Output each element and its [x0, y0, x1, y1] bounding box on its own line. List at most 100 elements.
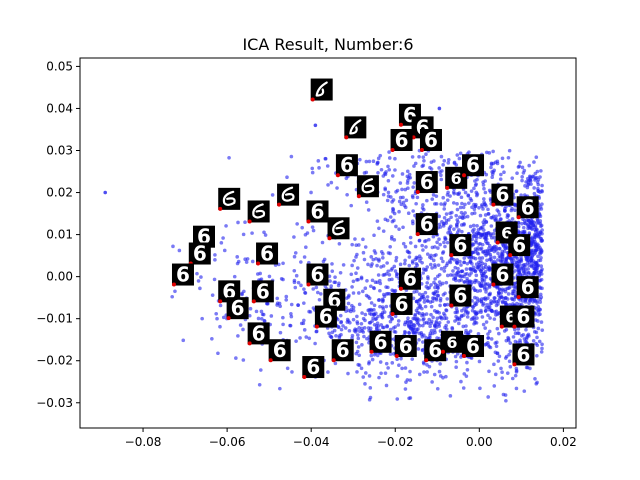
scatter-point	[292, 278, 297, 283]
scatter-point	[492, 235, 497, 240]
scatter-point	[457, 316, 462, 320]
scatter-point	[405, 249, 410, 254]
scatter-point	[398, 181, 403, 185]
scatter-point	[429, 304, 434, 309]
x-tick-label: −0.04	[293, 435, 330, 449]
scatter-point	[361, 250, 366, 255]
scatter-point	[401, 241, 406, 246]
scatter-point	[460, 274, 464, 279]
scatter-point	[436, 263, 441, 267]
scatter-point	[503, 208, 507, 213]
thumbnail-digit: 6	[453, 233, 467, 257]
scatter-point	[393, 269, 398, 273]
scatter-point	[533, 267, 538, 272]
scatter-point	[490, 247, 494, 252]
scatter-point	[540, 346, 544, 351]
thumbnail-stroke	[281, 186, 295, 202]
scatter-point	[455, 309, 460, 313]
scatter-point	[270, 193, 275, 197]
scatter-point	[442, 265, 447, 270]
scatter-point	[362, 326, 367, 330]
thumbnail-background	[193, 225, 215, 248]
scatter-point	[504, 398, 508, 403]
scatter-point	[309, 190, 313, 195]
scatter-point	[364, 159, 369, 164]
thumbnail-anchor	[512, 362, 517, 367]
scatter-point	[292, 254, 297, 259]
scatter-point	[439, 177, 444, 182]
scatter-point	[278, 330, 283, 335]
scatter-point	[518, 338, 522, 343]
scatter-point	[417, 338, 421, 342]
scatter-point	[451, 273, 455, 277]
thumbnail-anchor	[445, 185, 450, 190]
scatter-point	[520, 221, 524, 226]
scatter-point	[540, 249, 544, 253]
scatter-point	[443, 237, 447, 241]
digit-thumbnail: 6	[445, 166, 468, 190]
scatter-point	[275, 296, 280, 301]
scatter-point	[529, 298, 533, 302]
scatter-point	[425, 363, 429, 367]
scatter-point	[465, 367, 470, 372]
scatter-point	[363, 286, 368, 291]
y-axis: −0.03 −0.02 −0.01 0.00 0.01 0.02 0.03 0.04 0.05	[36, 59, 80, 410]
scatter-point	[369, 301, 374, 305]
scatter-point	[501, 244, 506, 248]
thumbnail-background	[449, 234, 472, 257]
scatter-point	[341, 324, 345, 328]
scatter-point	[450, 326, 454, 330]
thumbnail-digit: 6	[516, 305, 530, 329]
scatter-point	[480, 267, 484, 272]
scatter-point	[278, 386, 282, 391]
scatter-point	[378, 288, 382, 293]
thumbnail-background	[171, 263, 194, 286]
scatter-point	[388, 251, 392, 256]
digit-thumbnail: 6	[171, 263, 194, 287]
thumbnail-digit: 6	[252, 321, 266, 345]
digit-thumbnail: 6	[398, 267, 421, 291]
scatter-point	[171, 244, 175, 249]
scatter-point	[387, 272, 392, 277]
scatter-point	[480, 242, 485, 247]
scatter-point	[390, 288, 395, 292]
y-tick-label: −0.03	[36, 396, 73, 410]
scatter-point	[520, 175, 524, 179]
scatter-point	[522, 193, 527, 197]
scatter-point	[446, 218, 451, 222]
scatter-point	[415, 263, 420, 267]
digit-thumbnail	[247, 200, 270, 224]
scatter-point	[471, 255, 476, 260]
thumbnail-anchor	[310, 97, 315, 102]
scatter-point	[425, 281, 430, 285]
scatter-point	[472, 186, 476, 191]
digit-thumbnail: 6	[462, 153, 485, 178]
scatter-point	[374, 326, 379, 331]
scatter-point	[170, 294, 174, 299]
scatter-point	[269, 314, 274, 318]
scatter-point	[479, 299, 484, 304]
scatter-point	[320, 240, 325, 245]
scatter-point	[382, 292, 386, 297]
scatter-point	[257, 382, 262, 387]
plot-frame	[79, 57, 577, 429]
scatter-point	[285, 175, 289, 180]
chart-title: ICA Result, Number:6	[242, 35, 413, 54]
digit-thumbnail: 6	[419, 128, 442, 152]
scatter-point	[539, 264, 544, 268]
scatter-point	[505, 371, 510, 375]
scatter-point	[484, 275, 489, 279]
scatter-point	[437, 166, 441, 170]
scatter-point	[454, 213, 459, 218]
scatter-point	[534, 155, 539, 160]
scatter-point	[404, 380, 408, 384]
scatter-point	[444, 212, 449, 216]
scatter-point	[539, 350, 544, 354]
scatter-point	[536, 270, 541, 275]
scatter-point	[515, 301, 519, 306]
thumbnail-anchor	[268, 358, 273, 363]
thumbnail-background	[462, 154, 485, 177]
scatter-point	[387, 156, 392, 160]
scatter-point	[538, 292, 543, 297]
thumbnail-anchor	[499, 324, 504, 329]
